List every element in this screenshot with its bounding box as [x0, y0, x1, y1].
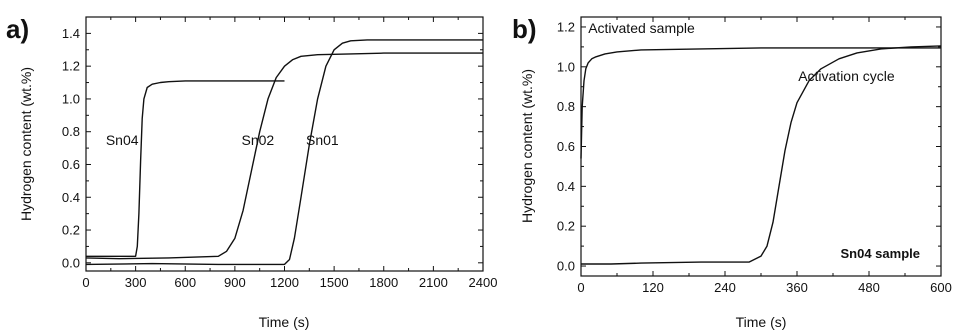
panel-b: b) 0.0 0.2 0.4 0.6 0.8 1.0 1.2 0 120 240 360 480 60… [512, 14, 952, 330]
x-axis-title-b: Time (s) [736, 314, 787, 330]
x-tick-label: 2400 [469, 275, 498, 290]
y-tick-label: 1.0 [62, 91, 80, 106]
y-tick-label: 0.4 [557, 179, 575, 194]
series-line-sn01 [85, 39, 483, 266]
y-tick-label: 1.4 [62, 26, 80, 41]
y-tick-label: 0.6 [557, 139, 575, 154]
x-ticks-a: 0 300 600 900 1200 1500 1800 2100 2400 [82, 17, 497, 290]
y-tick-label: 0.8 [62, 124, 80, 139]
x-tick-label: 2100 [419, 275, 448, 290]
y-tick-label: 1.2 [62, 59, 80, 74]
panel-letter-a: a) [6, 14, 29, 44]
y-tick-label: 0.6 [62, 157, 80, 172]
x-tick-label: 120 [642, 280, 664, 295]
x-tick-label: 1500 [320, 275, 349, 290]
x-tick-label: 900 [224, 275, 246, 290]
series-label-activation-cycle: Activation cycle [798, 68, 895, 84]
series-label-activated-sample: Activated sample [588, 20, 695, 36]
x-tick-label: 0 [82, 275, 89, 290]
x-ticks-b: 0 120 240 360 480 600 [577, 17, 952, 295]
panel-a: a) 0.0 0.2 0.4 0.6 0.8 1.0 1.2 1.4 0 300 600 900 12… [6, 14, 497, 330]
x-tick-label: 480 [858, 280, 880, 295]
series-lines-b [580, 45, 942, 265]
x-axis-title-a: Time (s) [259, 314, 310, 330]
series-label-sn04: Sn04 [106, 132, 139, 148]
x-tick-label: 0 [577, 280, 584, 295]
series-labels-a: Sn04 Sn02 Sn01 [106, 132, 339, 148]
series-label-sn01: Sn01 [306, 132, 339, 148]
y-tick-label: 0.8 [557, 99, 575, 114]
y-tick-label: 0.0 [62, 255, 80, 270]
x-tick-label: 600 [174, 275, 196, 290]
y-ticks-a: 0.0 0.2 0.4 0.6 0.8 1.0 1.2 1.4 [62, 26, 483, 270]
x-tick-label: 1200 [270, 275, 299, 290]
x-tick-label: 300 [125, 275, 147, 290]
panel-letter-b: b) [512, 14, 537, 44]
y-tick-label: 1.2 [557, 19, 575, 34]
y-tick-label: 0.0 [557, 259, 575, 274]
x-tick-label: 360 [786, 280, 808, 295]
x-tick-label: 1800 [369, 275, 398, 290]
sample-annotation-b: Sn04 sample [841, 246, 921, 261]
x-tick-label: 240 [714, 280, 736, 295]
series-label-sn02: Sn02 [241, 132, 274, 148]
series-line-sn02 [85, 52, 483, 260]
y-tick-label: 0.2 [557, 219, 575, 234]
series-labels-b: Activated sample Activation cycle [588, 20, 895, 84]
x-tick-label: 600 [930, 280, 952, 295]
series-line-activation-cycle [581, 45, 942, 265]
y-tick-label: 1.0 [557, 59, 575, 74]
y-axis-title-b: Hydrogen content (wt.%) [519, 69, 535, 223]
series-line-sn04 [86, 80, 285, 257]
plot-frame-b [580, 16, 942, 277]
y-axis-title-a: Hydrogen content (wt.%) [18, 67, 34, 221]
y-tick-label: 0.4 [62, 190, 80, 205]
series-lines-a [85, 39, 483, 266]
plot-frame-a [85, 16, 484, 272]
y-tick-label: 0.2 [62, 223, 80, 238]
y-ticks-b: 0.0 0.2 0.4 0.6 0.8 1.0 1.2 [557, 19, 941, 274]
series-line-activated-sample [580, 47, 941, 159]
